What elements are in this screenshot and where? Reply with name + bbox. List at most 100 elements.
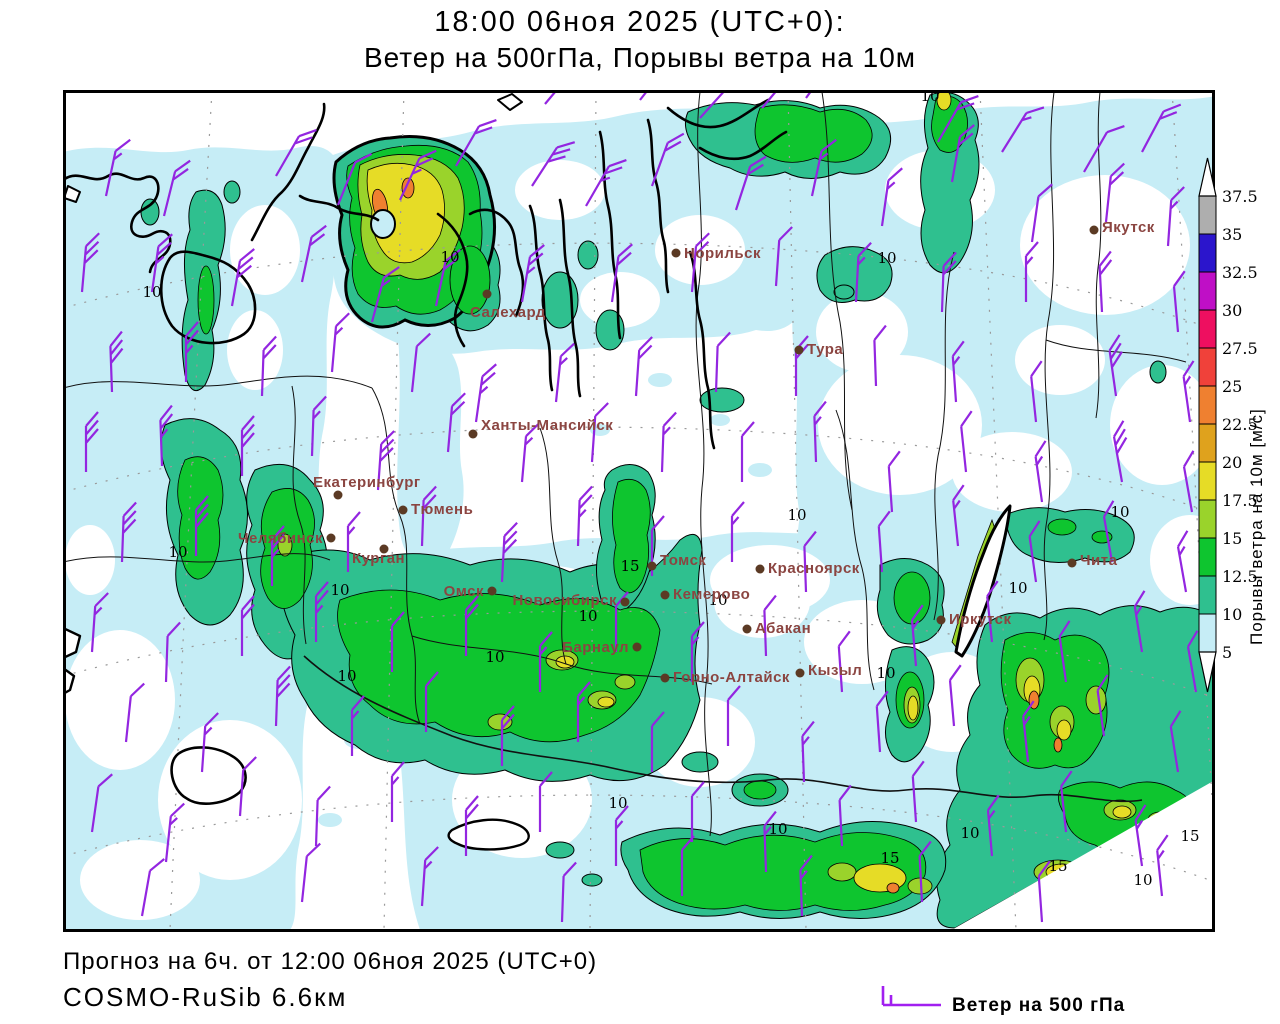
city-label: Тура (807, 341, 843, 358)
wind-barb (639, 91, 687, 101)
city-label: Норильск (684, 245, 761, 262)
wind-barb (500, 521, 518, 583)
wind-barb (1169, 710, 1182, 773)
wind-barb (1060, 770, 1073, 833)
contour-label: 10 (708, 591, 727, 609)
wind-barb (951, 340, 965, 403)
contour-label: 10 (337, 667, 356, 685)
graticule-layer (64, 91, 1214, 931)
wind-barb (90, 773, 113, 833)
colorbar-segment (1198, 195, 1217, 235)
wind-barb (650, 132, 685, 187)
colorbar-tick-label: 25 (1222, 377, 1242, 396)
wind-barb (159, 404, 174, 467)
wind-barb (124, 682, 145, 743)
contour-label: 10 (768, 820, 787, 838)
wind-barb (434, 248, 461, 307)
contour-label: 10 (168, 543, 187, 561)
wind-barb (1030, 183, 1053, 243)
wind-barb (330, 312, 350, 373)
wind-barb (680, 835, 695, 896)
wind-barb (230, 248, 255, 307)
contour-label: 10 (960, 824, 979, 842)
wind-barb (875, 690, 889, 753)
contour-label: 10 (1133, 871, 1152, 889)
wind-barb (1030, 360, 1043, 423)
title-variables: Ветер на 500гПа, Порывы ветра на 10м (363, 42, 917, 73)
colorbar-arrow-up (1198, 157, 1217, 197)
wind-barb (873, 324, 887, 387)
wind-barb (1001, 106, 1045, 153)
colorbar-axis-title: Порывы ветра на 10м [м/с] (1247, 408, 1266, 645)
wind-barb (774, 226, 793, 287)
wind-barb (730, 501, 745, 562)
city-dot (333, 490, 343, 500)
wind-barb (1037, 860, 1051, 923)
colorbar-tick-label: 27.5 (1222, 339, 1258, 358)
city-dot (660, 590, 670, 600)
wind-barb (837, 630, 851, 693)
colorbar-tick-label: 10 (1222, 605, 1242, 624)
wind-barb (162, 159, 191, 217)
wind-barb (390, 761, 405, 822)
wind-barb (300, 224, 327, 283)
contour-label: 10 (142, 283, 161, 301)
colorbar-tick-label: 22.5 (1222, 415, 1258, 434)
wind-barb (200, 712, 219, 773)
wind-barb (986, 580, 999, 643)
wind-barb (805, 91, 852, 99)
wind-barb (1166, 186, 1185, 247)
gust-17-layer (555, 91, 1132, 893)
city-label: Новосибирск (512, 592, 617, 609)
contour-label: 10 (608, 794, 627, 812)
contour-label: 10 (1110, 503, 1129, 521)
wind-barb (310, 395, 327, 457)
wind-barb (1104, 162, 1125, 223)
wind-barb (948, 664, 962, 727)
wind-barb (585, 159, 627, 207)
wind-barb (1058, 620, 1071, 683)
contour-label: 10 (877, 249, 896, 267)
colorbar-tick-label: 32.5 (1222, 263, 1258, 282)
wind-barb (260, 335, 277, 397)
wind-barb (1182, 450, 1195, 513)
wind-barb (803, 530, 817, 593)
contour-label-layer: 10 10 10 10 10 10 10 10 10 10 10 10 10 10 10 10 10 10 15 15… (142, 87, 1199, 889)
city-label: Горно-Алтайск (673, 669, 790, 686)
wind-barb (576, 485, 593, 547)
wind-barb (1141, 103, 1182, 153)
wind-barb (690, 232, 710, 293)
city-dot (468, 429, 478, 439)
wind-barb (314, 581, 329, 642)
contour-label: 15 (880, 849, 899, 867)
wind-barb (880, 167, 903, 227)
wind-barb (240, 415, 255, 476)
wind-barb (763, 594, 777, 657)
city-dot (482, 289, 492, 299)
wind-barb (164, 802, 185, 863)
wind-barb (1083, 125, 1125, 173)
wind-barb (1176, 530, 1189, 593)
wind-barb (610, 243, 633, 303)
colorbar-segment (1198, 271, 1217, 311)
contour-label: 10 (920, 87, 939, 105)
wind-barb (714, 331, 731, 393)
contour-label: 10 (876, 664, 895, 682)
contour-label: 15 (620, 557, 639, 575)
wind-barb (84, 411, 99, 472)
wind-barb (464, 595, 479, 656)
wind-barb (1024, 241, 1039, 302)
wind-barb (164, 621, 181, 683)
colorbar-tick-label: 20 (1222, 453, 1242, 472)
wind-barb (1034, 440, 1047, 503)
colorbar-segment (1198, 575, 1217, 615)
city-dot (632, 642, 642, 652)
wind-barb (346, 511, 361, 572)
wind-barb (500, 705, 515, 766)
city-label: Красноярск (768, 560, 860, 577)
wind-barb (854, 241, 872, 303)
domain-edge-wedge (949, 780, 1214, 931)
wind-barb (910, 604, 924, 667)
wind-barb (734, 155, 767, 211)
city-label: Тюмень (411, 501, 473, 518)
